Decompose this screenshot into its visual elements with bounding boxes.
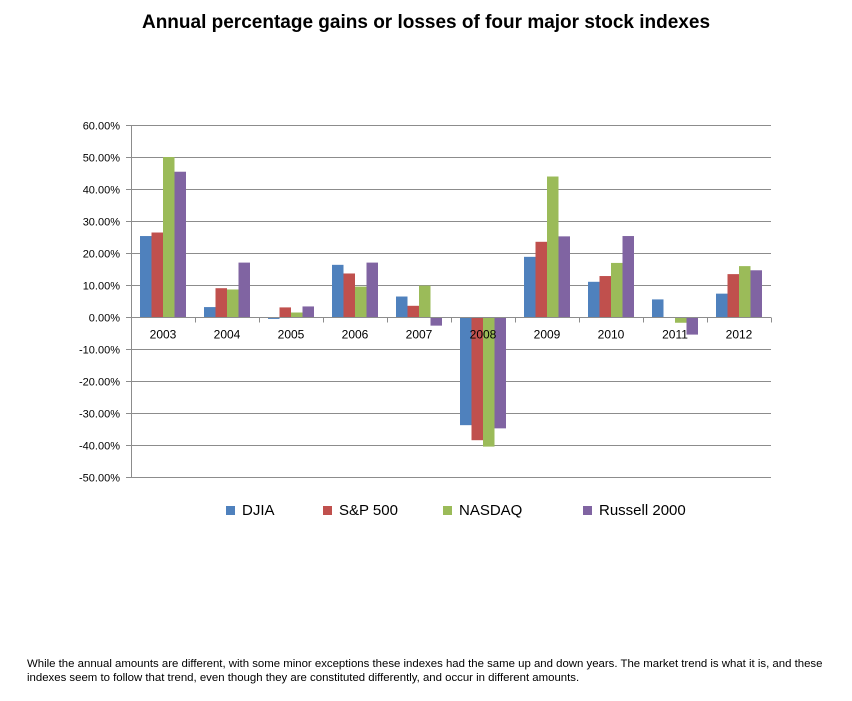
bar [430, 317, 442, 326]
y-tick-label: -40.00% [79, 441, 120, 453]
x-tick-label: 2008 [470, 328, 497, 342]
bar [343, 273, 355, 317]
chart-title: Annual percentage gains or losses of fou… [141, 12, 711, 33]
bar [535, 241, 547, 317]
legend-label: S&P 500 [339, 502, 398, 519]
legend-item: DJIA [226, 502, 275, 519]
bar [652, 299, 664, 317]
y-tick-label: -10.00% [79, 345, 120, 357]
y-tick-label: 20.00% [83, 249, 121, 261]
x-tick-label: 2010 [598, 328, 625, 342]
bar [558, 236, 570, 317]
legend-swatch [583, 506, 592, 515]
x-tick-label: 2009 [534, 328, 561, 342]
x-tick-label: 2003 [150, 328, 177, 342]
bar [332, 264, 344, 317]
bar [494, 317, 506, 429]
bar-chart: 60.00% 50.00% 40.00% 30.00% 20.00% 10.00% 0.00… [79, 121, 772, 485]
bar [483, 317, 495, 447]
caption-text: While the annual amounts are different, … [27, 658, 823, 684]
bar [396, 296, 408, 317]
x-tick-label: 2005 [278, 328, 305, 342]
bar [727, 274, 739, 317]
x-tick-label: 2007 [406, 328, 433, 342]
bar [686, 317, 698, 335]
legend-item: NASDAQ [443, 502, 522, 519]
bar [547, 176, 559, 317]
y-tick-label: -50.00% [79, 473, 120, 485]
bar [302, 306, 314, 317]
x-tick-label: 2011 [662, 328, 688, 342]
bar [163, 157, 175, 317]
bar [739, 266, 751, 317]
bar [611, 262, 623, 317]
bar [174, 171, 186, 317]
legend-swatch [323, 506, 332, 515]
bar [407, 305, 419, 317]
bar [355, 286, 367, 317]
bar [204, 307, 216, 317]
x-tick-label: 2006 [342, 328, 369, 342]
bar [151, 232, 163, 317]
y-tick-label: 30.00% [83, 217, 121, 229]
legend-label: DJIA [242, 502, 275, 519]
bar [460, 317, 472, 426]
bar [140, 236, 152, 317]
bar [419, 285, 431, 317]
y-tick-label: -20.00% [79, 377, 120, 389]
bar [716, 293, 728, 317]
bar [279, 307, 291, 317]
bar [524, 256, 536, 317]
legend-label: Russell 2000 [599, 502, 686, 519]
legend-item: S&P 500 [323, 502, 398, 519]
legend-swatch [443, 506, 452, 515]
bar [599, 276, 611, 317]
y-tick-label: 40.00% [83, 185, 121, 197]
bar [366, 262, 378, 317]
y-tick-label: 60.00% [83, 121, 121, 133]
bar [215, 288, 227, 317]
y-tick-label: 0.00% [89, 313, 120, 325]
bar [675, 317, 687, 323]
x-tick-label: 2004 [214, 328, 241, 342]
bar [238, 262, 250, 317]
chart-legend: DJIA S&P 500 NASDAQ Russell 2000 [0, 502, 852, 524]
bar [622, 236, 634, 317]
bar [471, 317, 483, 441]
legend-item: Russell 2000 [583, 502, 686, 519]
bar [227, 289, 239, 317]
legend-swatch [226, 506, 235, 515]
legend-label: NASDAQ [459, 502, 523, 519]
bar [750, 270, 762, 317]
y-tick-label: 50.00% [83, 153, 121, 165]
bar [588, 281, 600, 317]
y-tick-label: 10.00% [83, 281, 121, 293]
bar [291, 312, 303, 317]
x-tick-label: 2012 [726, 328, 753, 342]
y-tick-label: -30.00% [79, 409, 120, 421]
